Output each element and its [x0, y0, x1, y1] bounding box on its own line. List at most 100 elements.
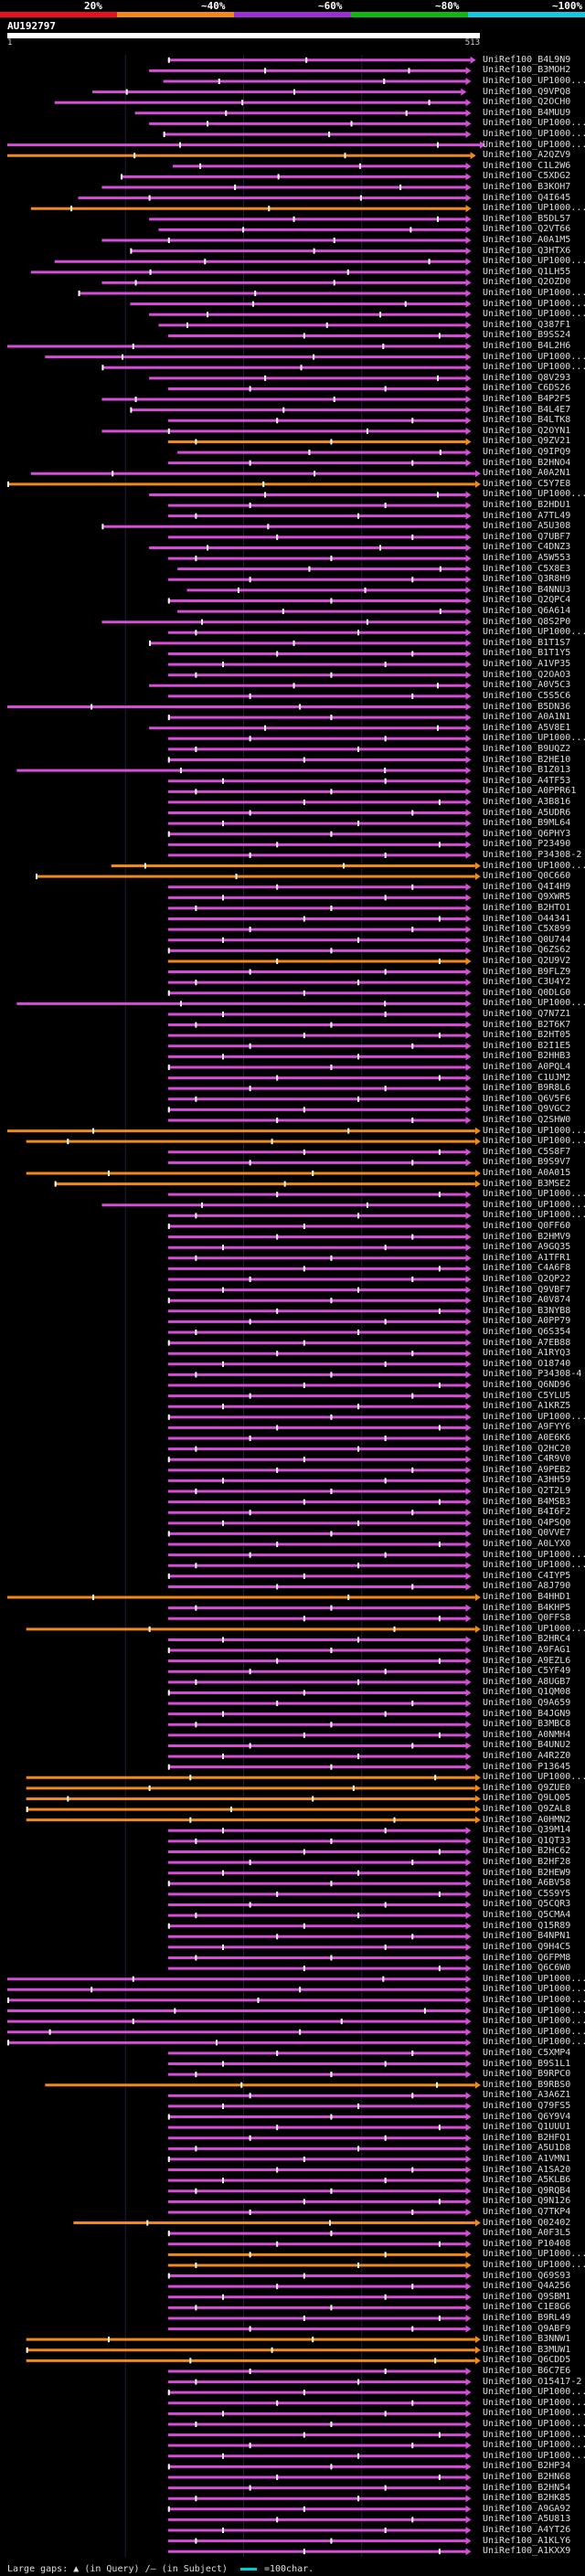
hit-name[interactable]: UniRef100_P34308-2	[483, 849, 582, 860]
hit-name[interactable]: UniRef100_Q6V5F6	[483, 1093, 571, 1104]
hit-name[interactable]: UniRef100_C1L2W6	[483, 160, 571, 171]
hit-name[interactable]: UniRef100_A0PPR61	[483, 786, 577, 797]
hit-name[interactable]: UniRef100_B9R8L6	[483, 1083, 571, 1094]
hit-name[interactable]: UniRef100_UP1000...	[483, 1549, 585, 1560]
hit-name[interactable]: UniRef100_UP1000...	[483, 2429, 585, 2440]
hit-name[interactable]: UniRef100_A0F3L5	[483, 2228, 571, 2239]
hit-name[interactable]: UniRef100_B5DL57	[483, 213, 571, 224]
hit-name[interactable]: UniRef100_Q4A256	[483, 2281, 571, 2292]
hit-name[interactable]: UniRef100_Q6CDD5	[483, 2355, 571, 2366]
hit-name[interactable]: UniRef100_Q0DLG0	[483, 987, 571, 998]
hit-name[interactable]: UniRef100_C5YLU5	[483, 1390, 571, 1401]
hit-name[interactable]: UniRef100_UP1000...	[483, 489, 585, 500]
hit-name[interactable]: UniRef100_B1T1S7	[483, 637, 571, 648]
hit-name[interactable]: UniRef100_Q9VBF7	[483, 1284, 571, 1295]
hit-name[interactable]: UniRef100_B2HE10	[483, 754, 571, 765]
hit-name[interactable]: UniRef100_B9S1L1	[483, 2058, 571, 2069]
hit-name[interactable]: UniRef100_B4NPN1	[483, 1931, 571, 1942]
hit-name[interactable]: UniRef100_Q2QPC4	[483, 595, 571, 606]
hit-name[interactable]: UniRef100_A1VMN1	[483, 2153, 571, 2164]
hit-name[interactable]: UniRef100_UP1000...	[483, 1189, 585, 1200]
hit-name[interactable]: UniRef100_UP1000...	[483, 1411, 585, 1422]
hit-name[interactable]: UniRef100_UP1000...	[483, 1199, 585, 1210]
hit-name[interactable]: UniRef100_B4MSB3	[483, 1496, 571, 1507]
hit-name[interactable]: UniRef100_B1Z013	[483, 765, 571, 776]
hit-name[interactable]: UniRef100_Q4I645	[483, 192, 571, 203]
hit-name[interactable]: UniRef100_B2HK85	[483, 2493, 571, 2504]
hit-name[interactable]: UniRef100_C5S8F7	[483, 1146, 571, 1157]
hit-name[interactable]: UniRef100_UP1000...	[483, 1125, 585, 1136]
hit-name[interactable]: UniRef100_P23490	[483, 839, 571, 850]
hit-name[interactable]: UniRef100_C4A6F8	[483, 1263, 571, 1274]
hit-name[interactable]: UniRef100_Q7N7Z1	[483, 1008, 571, 1019]
hit-name[interactable]: UniRef100_UP1000...	[483, 118, 585, 129]
hit-name[interactable]: UniRef100_UP1000...	[483, 2249, 585, 2260]
hit-name[interactable]: UniRef100_B2HP34	[483, 2461, 571, 2472]
hit-name[interactable]: UniRef100_C5YF49	[483, 1666, 571, 1677]
hit-name[interactable]: UniRef100_Q9VPQ8	[483, 86, 571, 97]
hit-name[interactable]: UniRef100_Q9H4C5	[483, 1941, 571, 1952]
hit-name[interactable]: UniRef100_Q1LH55	[483, 266, 571, 277]
hit-name[interactable]: UniRef100_B2HFQ1	[483, 2132, 571, 2143]
hit-name[interactable]: UniRef100_Q9RQB4	[483, 2185, 571, 2196]
hit-name[interactable]: UniRef100_Q9XWR5	[483, 892, 571, 903]
hit-name[interactable]: UniRef100_UP1000...	[483, 1560, 585, 1571]
hit-name[interactable]: UniRef100_B4LTK8	[483, 415, 571, 426]
hit-name[interactable]: UniRef100_A7EB88	[483, 1337, 571, 1348]
hit-name[interactable]: UniRef100_C4R9V0	[483, 1454, 571, 1465]
hit-name[interactable]: UniRef100_Q0VVE7	[483, 1528, 571, 1539]
hit-name[interactable]: UniRef100_UP1000...	[483, 2408, 585, 2419]
hit-name[interactable]: UniRef100_B2HT05	[483, 1030, 571, 1041]
hit-name[interactable]: UniRef100_UP1000...	[483, 298, 585, 309]
hit-name[interactable]: UniRef100_UP1000...	[483, 1994, 585, 2005]
hit-name[interactable]: UniRef100_A9GA92	[483, 2503, 571, 2514]
hit-name[interactable]: UniRef100_Q5CQR3	[483, 1899, 571, 1910]
hit-name[interactable]: UniRef100_B3MSE2	[483, 1178, 571, 1189]
hit-name[interactable]: UniRef100_UP1000...	[483, 129, 585, 139]
hit-name[interactable]: UniRef100_B4P2F5	[483, 394, 571, 405]
hit-name[interactable]: UniRef100_C5XDG2	[483, 171, 571, 182]
hit-name[interactable]: UniRef100_UP1000...	[483, 362, 585, 373]
hit-name[interactable]: UniRef100_B2HHB3	[483, 1051, 571, 1062]
hit-name[interactable]: UniRef100_Q9ZAL8	[483, 1804, 571, 1815]
hit-name[interactable]: UniRef100_C3U4Y2	[483, 977, 571, 988]
hit-name[interactable]: UniRef100_A0A1M5	[483, 235, 571, 246]
hit-name[interactable]: UniRef100_B2HN54	[483, 2482, 571, 2493]
hit-name[interactable]: UniRef100_A1TFR1	[483, 1252, 571, 1263]
hit-name[interactable]: UniRef100_O18740	[483, 1358, 571, 1369]
hit-name[interactable]: UniRef100_Q6FPM8	[483, 1952, 571, 1963]
hit-name[interactable]: UniRef100_UP1000...	[483, 139, 585, 150]
hit-name[interactable]: UniRef100_C5X899	[483, 924, 571, 935]
hit-name[interactable]: UniRef100_Q6PHY3	[483, 828, 571, 839]
hit-name[interactable]: UniRef100_Q2U9V2	[483, 955, 571, 966]
hit-name[interactable]: UniRef100_UP1000...	[483, 2005, 585, 2016]
hit-name[interactable]: UniRef100_Q3R8H9	[483, 574, 571, 585]
hit-name[interactable]: UniRef100_A9GQ35	[483, 1242, 571, 1253]
hit-name[interactable]: UniRef100_A7TL49	[483, 510, 571, 521]
hit-name[interactable]: UniRef100_B3MOH2	[483, 65, 571, 76]
hit-name[interactable]: UniRef100_B4NNU3	[483, 584, 571, 595]
hit-name[interactable]: UniRef100_Q9ZUE0	[483, 1782, 571, 1793]
hit-name[interactable]: UniRef100_A5V8E1	[483, 722, 571, 733]
hit-name[interactable]: UniRef100_A0E6K6	[483, 1433, 571, 1444]
hit-name[interactable]: UniRef100_UP1000...	[483, 1136, 585, 1147]
hit-name[interactable]: UniRef100_Q2T2L9	[483, 1486, 571, 1497]
hit-name[interactable]: UniRef100_Q9VGC2	[483, 1104, 571, 1115]
hit-name[interactable]: UniRef100_C6DS26	[483, 383, 571, 394]
hit-name[interactable]: UniRef100_C1UJM2	[483, 1072, 571, 1083]
hit-name[interactable]: UniRef100_A0A1N1	[483, 712, 571, 723]
hit-name[interactable]: UniRef100_Q2SHW0	[483, 1114, 571, 1125]
hit-name[interactable]: UniRef100_UP1000...	[483, 351, 585, 362]
hit-name[interactable]: UniRef100_Q9LQ05	[483, 1793, 571, 1804]
hit-name[interactable]: UniRef100_B4L9N9	[483, 54, 571, 65]
hit-name[interactable]: UniRef100_A5UDR6	[483, 807, 571, 818]
hit-name[interactable]: UniRef100_A9FAG1	[483, 1645, 571, 1656]
hit-name[interactable]: UniRef100_B4L2H6	[483, 341, 571, 352]
hit-name[interactable]: UniRef100_Q2QP22	[483, 1273, 571, 1284]
hit-name[interactable]: UniRef100_Q0FF60	[483, 1220, 571, 1231]
hit-name[interactable]: UniRef100_B2T6K7	[483, 1019, 571, 1030]
hit-name[interactable]: UniRef100_UP1000...	[483, 2440, 585, 2451]
hit-name[interactable]: UniRef100_A1KXX9	[483, 2546, 571, 2557]
hit-name[interactable]: UniRef100_A8UGB7	[483, 1676, 571, 1687]
hit-name[interactable]: UniRef100_B9RPC0	[483, 2069, 571, 2080]
